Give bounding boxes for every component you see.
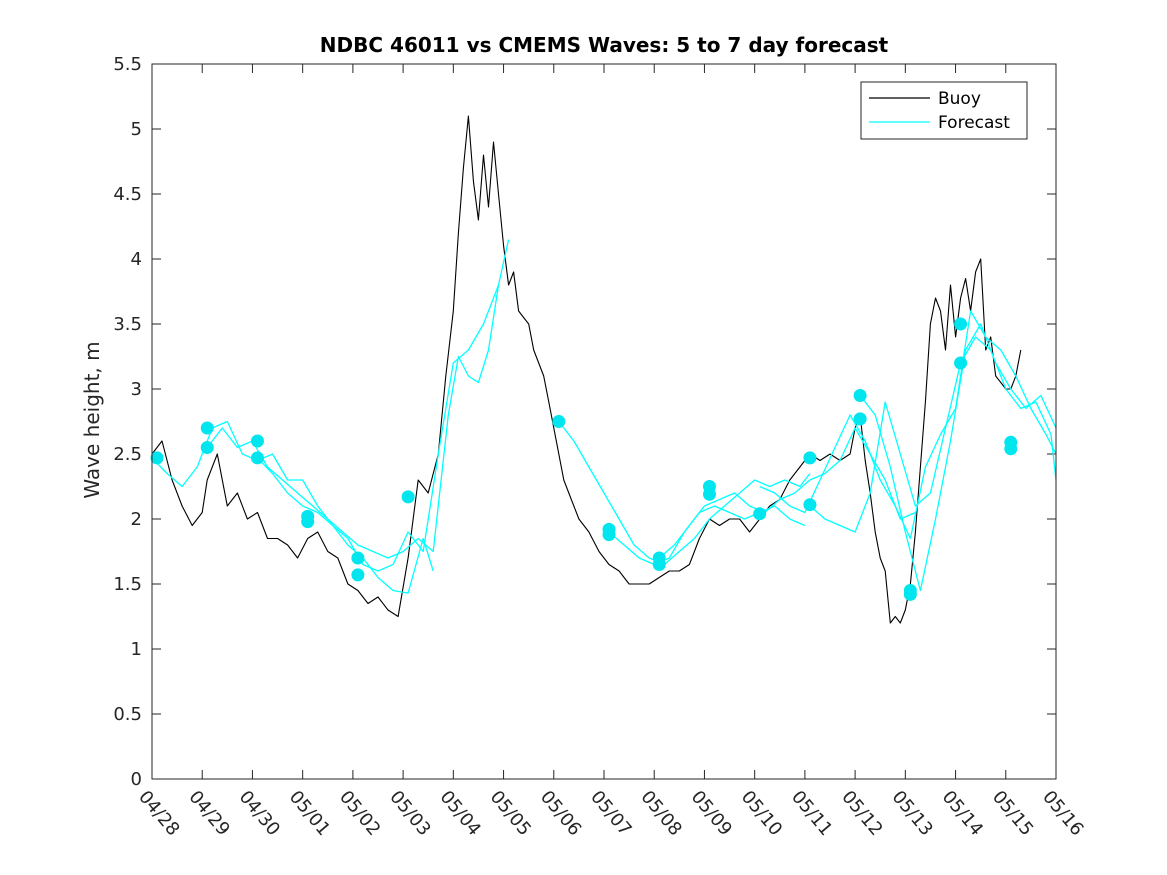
y-tick-label: 4	[131, 249, 142, 270]
forecast-marker	[200, 421, 214, 435]
forecast-marker	[150, 451, 164, 465]
forecast-marker	[1004, 442, 1018, 456]
forecast-marker	[552, 415, 566, 428]
forecast-marker	[853, 412, 867, 426]
y-tick-label: 2.5	[113, 444, 142, 465]
series-line-forecast-5	[608, 505, 806, 566]
y-tick-label: 5	[131, 119, 142, 140]
series-line-forecast-4	[558, 421, 811, 566]
series-line-buoy	[151, 115, 1022, 624]
legend-box	[860, 81, 1028, 140]
forecast-marker	[903, 587, 917, 601]
legend-label-forecast: Forecast	[938, 113, 1010, 133]
y-tick-label: 1	[131, 639, 142, 660]
y-tick-label: 2	[131, 509, 142, 530]
forecast-marker	[803, 451, 817, 465]
legend: Buoy Forecast	[860, 81, 1028, 140]
y-tick-label: 1.5	[113, 574, 142, 595]
forecast-marker	[250, 434, 264, 448]
series-line-forecast-9	[859, 323, 1057, 592]
y-tick-label: 3	[131, 379, 142, 400]
series-line-forecast-1	[151, 420, 434, 594]
forecast-marker	[954, 317, 968, 331]
forecast-marker	[652, 558, 666, 571]
series-line-forecast-3	[257, 239, 510, 572]
y-tick-label: 3.5	[113, 314, 142, 335]
forecast-marker	[753, 507, 767, 521]
forecast-marker	[301, 515, 315, 529]
forecast-marker	[853, 389, 867, 402]
forecast-marker	[351, 568, 365, 582]
y-tick-label: 0	[131, 769, 142, 790]
forecast-marker	[702, 487, 716, 501]
y-axis-label: Wave height, m	[80, 341, 104, 498]
legend-label-buoy: Buoy	[938, 89, 981, 109]
series-line-forecast-8	[809, 336, 1057, 533]
forecast-marker	[200, 441, 214, 454]
forecast-marker	[250, 451, 264, 465]
forecast-marker	[602, 528, 616, 542]
axes-box	[151, 63, 1057, 780]
y-tick-label: 4.5	[113, 184, 142, 205]
y-tick-label: 5.5	[113, 54, 142, 75]
forecast-marker	[351, 551, 365, 565]
series-line-forecast-6	[658, 427, 916, 559]
y-tick-label: 0.5	[113, 704, 142, 725]
forecast-marker	[401, 490, 415, 504]
forecast-marker	[803, 498, 817, 512]
chart-title: NDBC 46011 vs CMEMS Waves: 5 to 7 day fo…	[320, 33, 889, 57]
forecast-marker	[954, 356, 968, 370]
